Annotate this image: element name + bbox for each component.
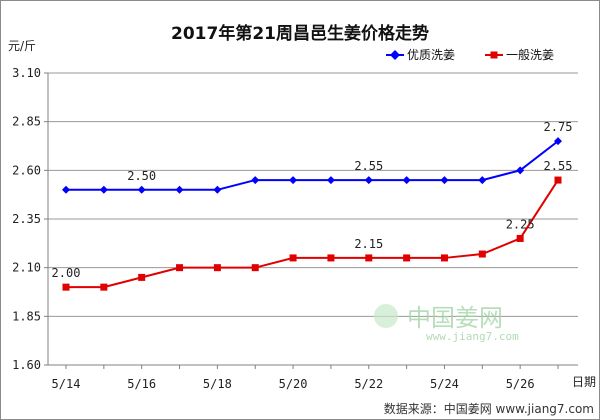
y-tick-label: 2.85	[12, 115, 41, 129]
series-point-2	[327, 254, 335, 262]
series-point-2	[440, 254, 448, 262]
chart-title: 2017年第21周昌邑生姜价格走势	[171, 23, 429, 44]
watermark-text: 中国姜网	[407, 304, 503, 332]
series-point-1	[137, 185, 146, 194]
y-tick-label: 2.60	[12, 163, 41, 177]
series-point-1	[289, 176, 298, 185]
series-point-2	[100, 283, 108, 291]
series-point-1	[554, 137, 562, 146]
data-label: 2.55	[544, 159, 573, 173]
series-point-1	[213, 185, 222, 194]
series-point-2	[213, 264, 221, 272]
series-point-1	[326, 176, 335, 185]
series-point-1	[402, 176, 411, 185]
x-tick-label: 5/24	[430, 377, 459, 391]
x-tick-label: 5/20	[279, 377, 308, 391]
source-note: 数据来源：中国姜网 www.jiang7.com	[384, 401, 594, 416]
series-point-2	[516, 234, 524, 242]
y-tick-label: 1.85	[12, 309, 41, 323]
legend-label-series-2: 一般洗姜	[506, 47, 554, 62]
grid-layer	[48, 72, 578, 317]
watermark-logo-icon	[374, 304, 398, 328]
series-point-1	[251, 176, 260, 185]
y-tick-label: 2.35	[12, 212, 41, 226]
y-tick-label: 3.10	[12, 66, 41, 80]
label-layer: 2.50 2.55 2.75 2.00 2.15 2.25 2.55	[52, 120, 573, 280]
series-point-2	[365, 254, 373, 262]
y-axis-unit: 元/斤	[8, 39, 36, 53]
data-label: 2.00	[52, 266, 81, 280]
series-point-1	[364, 176, 373, 185]
legend-label-series-1: 优质洗姜	[407, 48, 455, 62]
series-point-2	[138, 273, 146, 281]
series-layer	[62, 137, 562, 291]
series-point-2	[176, 264, 184, 272]
series-point-1	[440, 176, 449, 185]
series-point-2	[62, 283, 70, 291]
series-point-2	[289, 254, 297, 262]
series-point-2	[251, 264, 259, 272]
tick-layer: 1.60 1.85 2.10 2.35 2.60 2.85 3.10 5/14 5/16 5/18…	[12, 66, 559, 391]
data-label: 2.75	[544, 120, 573, 134]
x-tick-label: 5/26	[506, 377, 535, 391]
legend-marker-series-1	[390, 50, 400, 60]
x-tick-label: 5/16	[127, 377, 156, 391]
series-point-2	[554, 176, 562, 184]
data-label: 2.15	[354, 237, 383, 251]
x-tick-label: 5/18	[203, 377, 232, 391]
series-line-1	[66, 140, 559, 191]
watermark: 中国姜网 www.jiang7.com	[374, 304, 519, 343]
series-point-1	[99, 185, 108, 194]
x-tick-label: 5/14	[52, 377, 81, 391]
x-tick-label: 5/22	[354, 377, 383, 391]
series-point-2	[403, 254, 411, 262]
series-point-1	[478, 176, 487, 185]
series-line-2	[66, 179, 559, 289]
data-label: 2.50	[127, 169, 156, 183]
watermark-url: www.jiang7.com	[426, 330, 519, 343]
series-point-1	[175, 185, 184, 194]
series-point-1	[516, 166, 525, 175]
series-point-2	[478, 250, 486, 258]
y-tick-label: 1.60	[12, 358, 41, 372]
x-axis-label: 日期	[572, 375, 596, 389]
legend-marker-series-2	[490, 51, 498, 59]
data-label: 2.25	[506, 217, 535, 231]
series-point-1	[62, 185, 70, 194]
y-tick-label: 2.10	[12, 261, 41, 275]
data-label: 2.55	[354, 159, 383, 173]
legend: 优质洗姜 一般洗姜	[386, 47, 554, 62]
